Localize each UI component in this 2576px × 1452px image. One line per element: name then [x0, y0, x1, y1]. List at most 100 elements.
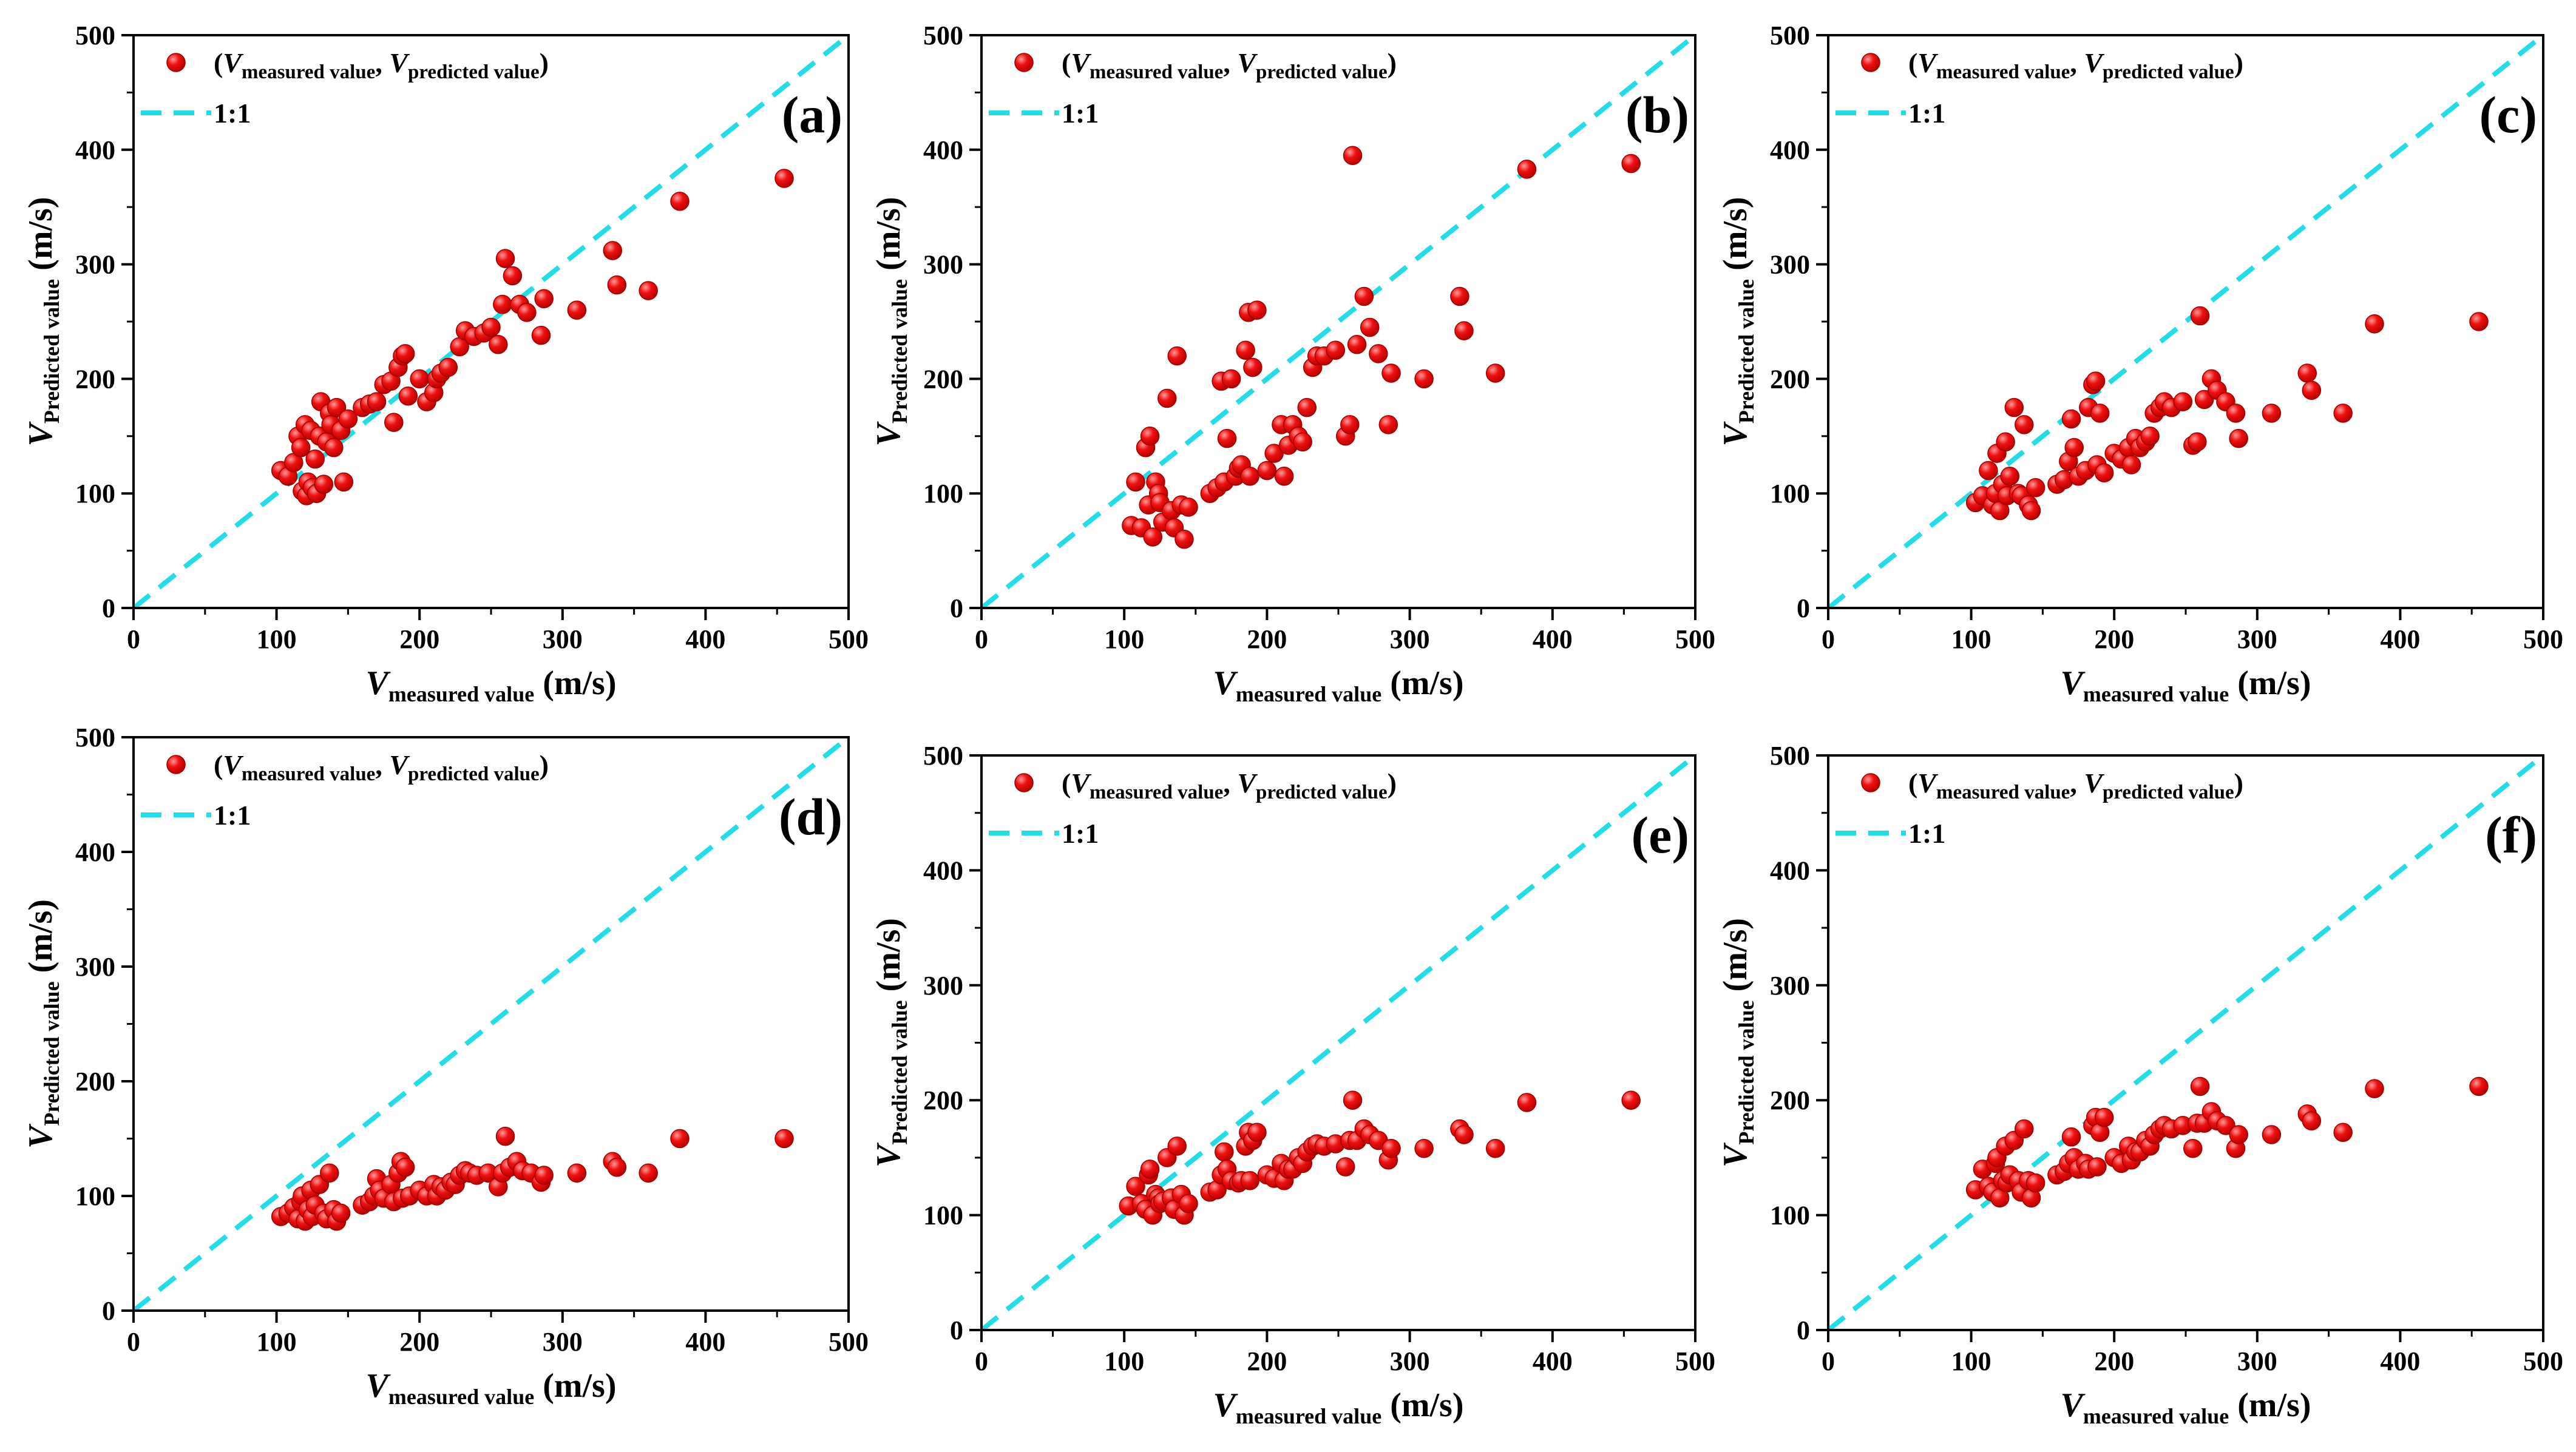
data-point-54 — [603, 241, 623, 260]
scatter-series — [1119, 1090, 1641, 1225]
data-point-57 — [2365, 1079, 2384, 1099]
x-axis-title: Vmeasured value (m/s) — [2061, 1386, 2311, 1428]
y-axis-var: V — [870, 420, 907, 446]
data-point-52 — [2229, 428, 2248, 448]
x-axis-title: Vmeasured value (m/s) — [366, 664, 617, 706]
x-tick-label: 500 — [829, 1327, 869, 1357]
legend-paren-open: ( — [1908, 47, 1917, 78]
y-axis-unit: (m/s) — [870, 197, 907, 279]
scatter-series — [1965, 1076, 2489, 1207]
data-point-32 — [1257, 461, 1277, 481]
y-axis-subscript: Predicted value — [39, 981, 64, 1126]
data-point-46 — [1340, 415, 1360, 434]
data-point-31 — [1247, 300, 1267, 320]
chart-panel-c: 0 100 200 300 400 500 0 100 200 300 400 500 Vmeasure… — [1717, 21, 2563, 706]
data-point-48 — [1347, 335, 1367, 354]
data-point-44 — [2183, 1138, 2203, 1158]
x-tick-label: 400 — [1533, 1346, 1573, 1376]
y-tick-label: 500 — [75, 21, 115, 50]
data-point-46 — [2190, 1076, 2210, 1096]
y-tick-label: 200 — [75, 364, 115, 394]
data-point-52 — [1381, 1138, 1401, 1158]
legend-line-label: 1:1 — [1908, 818, 1945, 849]
data-point-55 — [607, 1158, 627, 1177]
legend-point-marker — [1861, 773, 1880, 792]
x-tick-label: 100 — [1951, 624, 1991, 654]
data-point-57 — [1485, 363, 1505, 383]
panel-tag: (d) — [779, 788, 842, 846]
data-point-55 — [2302, 380, 2322, 400]
legend: (Vmeasured value, Vpredicted value)1:1 — [989, 768, 1397, 849]
x-tick-label: 500 — [1675, 1346, 1715, 1376]
x-tick-label: 300 — [543, 624, 583, 654]
data-point-58 — [774, 1129, 794, 1149]
legend-sub-predicted: predicted value — [1256, 61, 1388, 83]
y-tick-label: 300 — [1770, 250, 1810, 280]
data-point-56 — [2333, 1123, 2353, 1142]
data-point-45 — [489, 335, 508, 354]
legend-paren-open: ( — [1908, 768, 1917, 799]
y-tick-label: 400 — [923, 856, 963, 885]
legend-point-marker — [1861, 53, 1880, 72]
legend-comma: , — [2070, 47, 2084, 78]
data-point-5 — [1140, 1160, 1160, 1179]
legend-line-label: 1:1 — [214, 800, 251, 831]
legend-sub-measured: measured value — [1090, 782, 1223, 803]
y-axis-var: V — [22, 1123, 59, 1149]
scatter-series — [271, 169, 794, 505]
data-point-39 — [1293, 432, 1312, 451]
legend-var-predicted: V — [389, 749, 410, 780]
chart-panel-b: 0 100 200 300 400 500 0 100 200 300 400 500 Vmeasure… — [870, 21, 1715, 706]
data-point-59 — [1621, 154, 1641, 174]
y-tick-label: 100 — [923, 479, 963, 508]
x-axis-unit: (m/s) — [534, 664, 616, 702]
legend-point-marker — [1014, 773, 1034, 792]
x-tick-label: 100 — [257, 1327, 297, 1357]
x-tick-label: 400 — [1533, 624, 1573, 654]
legend-paren-close: ) — [540, 749, 549, 780]
x-tick-label: 300 — [1390, 624, 1430, 654]
data-point-55 — [607, 275, 627, 295]
legend-line-label: 1:1 — [214, 98, 251, 129]
x-tick-label: 200 — [1247, 1346, 1287, 1376]
data-point-30 — [2094, 1107, 2114, 1127]
data-point-45 — [2188, 432, 2207, 451]
panel-tag: (e) — [1632, 806, 1689, 864]
data-point-58 — [2469, 312, 2489, 331]
data-point-56 — [639, 281, 658, 300]
y-tick-label: 200 — [1770, 364, 1810, 394]
legend-sub-predicted: predicted value — [2103, 782, 2234, 803]
data-point-52 — [534, 1166, 554, 1185]
x-tick-label: 0 — [975, 624, 988, 654]
y-axis-var: V — [1717, 1142, 1754, 1167]
y-tick-label: 300 — [75, 250, 115, 280]
data-point-22 — [1217, 428, 1237, 448]
y-axis-subscript: Predicted value — [887, 279, 912, 424]
x-axis-subscript: measured value — [1236, 682, 1381, 706]
legend-var-measured: V — [1071, 768, 1091, 799]
data-point-5 — [1140, 427, 1160, 446]
legend-comma: , — [2070, 768, 2084, 799]
legend: (Vmeasured value, Vpredicted value)1:1 — [141, 47, 549, 129]
legend-sub-predicted: predicted value — [408, 61, 540, 83]
data-point-47 — [1343, 146, 1363, 165]
data-point-27 — [1236, 340, 1255, 360]
x-tick-label: 300 — [543, 1327, 583, 1357]
data-point-50 — [1360, 317, 1380, 337]
legend-var-measured: V — [223, 47, 243, 78]
scatter-series — [1965, 306, 2489, 521]
y-axis-var: V — [870, 1142, 907, 1167]
y-tick-label: 200 — [923, 1086, 963, 1115]
data-point-51 — [1369, 344, 1388, 363]
x-tick-label: 0 — [127, 1327, 140, 1357]
y-tick-label: 300 — [923, 971, 963, 1001]
data-point-56 — [1485, 1138, 1505, 1158]
y-axis-title: VPredicted value (m/s) — [870, 918, 912, 1167]
panel-tag: (c) — [2479, 86, 2537, 144]
legend-var-measured: V — [1917, 47, 1938, 78]
x-axis-unit: (m/s) — [2229, 1386, 2311, 1424]
data-point-44 — [481, 317, 501, 337]
legend-sub-predicted: predicted value — [1256, 782, 1388, 803]
x-tick-label: 500 — [829, 624, 869, 654]
y-tick-label: 300 — [923, 250, 963, 280]
